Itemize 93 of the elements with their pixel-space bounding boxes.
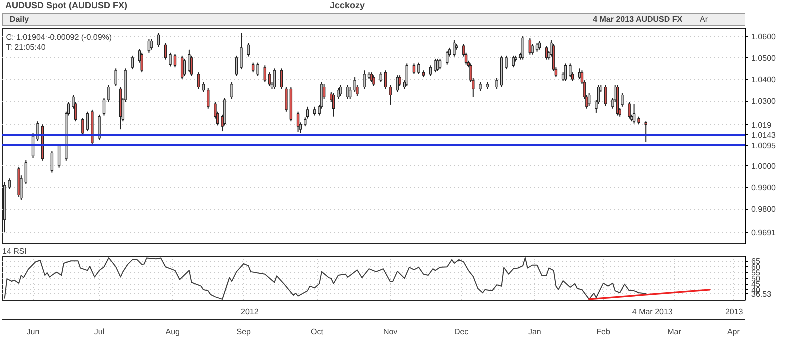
candlestick <box>406 63 408 87</box>
candlestick <box>604 84 608 107</box>
x-tick-label: Feb <box>596 328 611 336</box>
candlestick <box>150 38 153 50</box>
y-tick-label: 1.0600 <box>752 32 777 42</box>
annotation: T: 21:05:40 <box>6 43 46 52</box>
y-tick-label: 0.9691 <box>752 228 777 238</box>
text: Daily <box>10 14 30 24</box>
candlestick <box>340 84 342 97</box>
candlestick <box>434 58 437 74</box>
x-tick-label: Jun <box>26 328 40 336</box>
candlestick <box>102 98 106 116</box>
candlestick <box>332 92 336 118</box>
x-tick-label: Apr <box>727 328 740 336</box>
candlestick <box>24 160 28 185</box>
annotation: C: 1.01904 -0.00092 (-0.09%) <box>6 33 112 42</box>
candlestick <box>621 92 624 108</box>
x-tick-label: Aug <box>166 328 180 336</box>
candlestick <box>108 84 110 103</box>
candlestick <box>230 82 234 100</box>
text: 4 Mar 2013 AUDUSD FX <box>593 14 684 24</box>
candlestick <box>436 58 440 72</box>
y-tick-label: 1.019 <box>752 120 772 130</box>
x-tick-label: Oct <box>310 328 324 336</box>
y-tick-label: 1.0400 <box>752 75 777 84</box>
candlestick <box>256 62 260 77</box>
x-tick-label: Jul <box>94 328 105 336</box>
candlestick <box>86 111 90 132</box>
candlestick <box>363 70 366 90</box>
candlestick <box>164 42 168 60</box>
y-tick-label: 1.0300 <box>752 97 777 106</box>
y-tick-label: 50 <box>752 274 761 284</box>
x-tick-label: Mar <box>668 328 682 336</box>
y-tick-label: 0.9900 <box>752 183 777 192</box>
candlestick <box>496 78 498 90</box>
x-tick-label: Dec <box>454 328 469 336</box>
x-tick-label: Nov <box>383 328 398 336</box>
text: 4 Mar 2013 <box>632 308 674 316</box>
candlestick <box>280 68 284 90</box>
candlestick <box>412 63 416 76</box>
candlestick <box>183 58 186 77</box>
candlestick <box>252 62 255 74</box>
candlestick <box>370 72 373 83</box>
y-tick-label: 1.0500 <box>752 54 777 63</box>
candlestick <box>264 65 267 83</box>
candlestick <box>505 55 508 70</box>
line-series <box>4 257 647 300</box>
candlestick <box>429 65 432 77</box>
candlestick <box>438 58 442 70</box>
candlestick <box>174 53 177 68</box>
chart-title: 14 RSI <box>2 247 27 256</box>
candlestick <box>588 92 591 107</box>
ref-line-label: 1.0095 <box>752 141 777 150</box>
candlestick <box>337 88 340 100</box>
chart-subtitle: Jcckozy <box>330 0 366 11</box>
candlestick <box>384 70 388 90</box>
text: 2012 <box>241 308 260 316</box>
candlestick <box>418 62 420 76</box>
candlestick <box>50 150 54 174</box>
candlestick <box>140 52 144 74</box>
chart-title: AUDUSD Spot (AUDUSD FX) <box>5 0 128 11</box>
candlestick <box>446 50 449 66</box>
candlestick <box>346 84 350 100</box>
x-tick-label: Sep <box>236 328 252 336</box>
candlestick <box>207 88 210 110</box>
x-tick-label: Jan <box>528 328 542 336</box>
y-tick-label: 0.9800 <box>752 205 777 214</box>
candlestick <box>348 86 352 100</box>
candlestick <box>644 121 648 143</box>
candlestick <box>157 32 160 48</box>
candlestick <box>569 63 572 78</box>
candlestick <box>247 42 250 58</box>
candlestick <box>169 52 172 68</box>
candlestick <box>131 55 134 70</box>
candlestick <box>235 55 238 77</box>
candlestick <box>512 55 515 68</box>
candlestick <box>285 86 288 112</box>
y-tick-label: 1.0000 <box>752 162 777 171</box>
candlestick <box>389 84 392 106</box>
text: Ar <box>700 14 708 24</box>
text: 2013 <box>725 308 744 316</box>
candlestick <box>188 49 191 74</box>
candlestick <box>564 63 568 82</box>
candlestick <box>296 111 300 133</box>
candlestick <box>380 72 382 83</box>
candlestick <box>180 55 184 80</box>
candlestick <box>453 40 456 58</box>
candlestick <box>354 77 356 93</box>
candlestick <box>114 68 118 87</box>
candlestick <box>372 75 376 87</box>
candlestick <box>632 104 636 124</box>
ref-line-label: 1.0143 <box>752 130 777 140</box>
candlestick <box>628 102 631 120</box>
